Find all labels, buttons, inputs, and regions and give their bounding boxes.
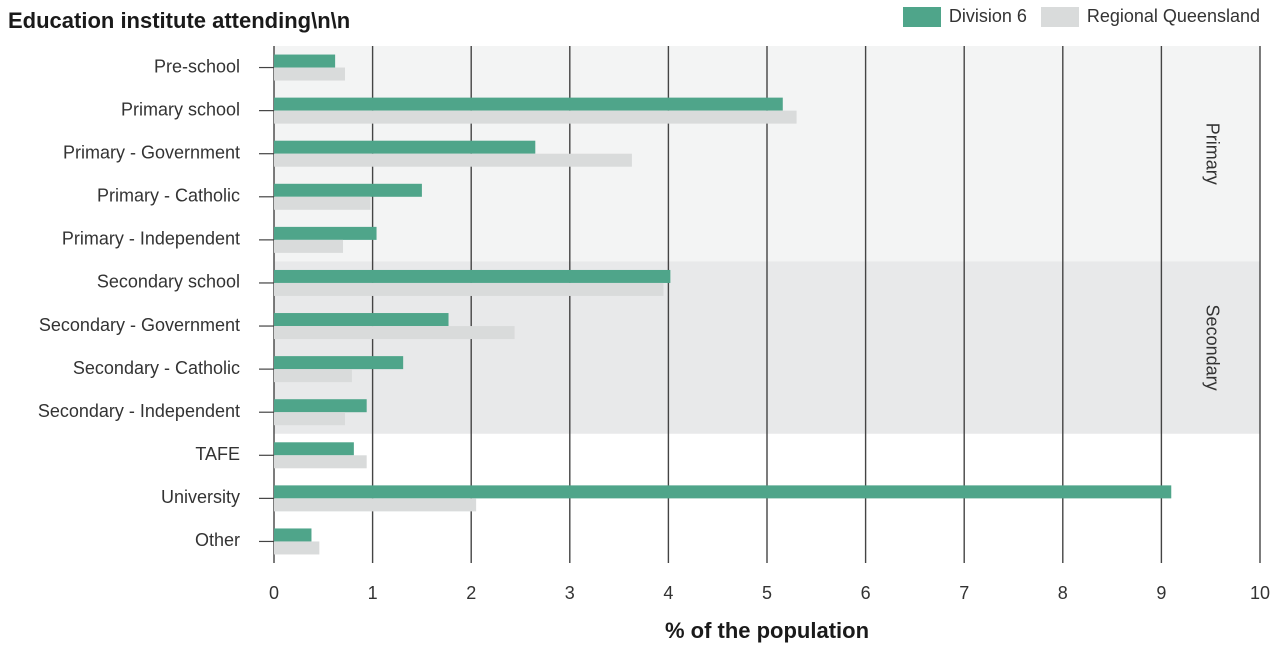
- category-label-primary-government: Primary - Government: [63, 142, 240, 162]
- bar-division-6-secondary-independent: [274, 399, 367, 413]
- chart-title: Education institute attending\n\n: [8, 8, 351, 33]
- x-tick-label-6: 6: [861, 583, 871, 603]
- bar-regional-queensland-other: [274, 541, 320, 555]
- legend-label-division-6: Division 6: [948, 6, 1027, 26]
- bar-division-6-secondary-catholic: [274, 356, 404, 370]
- x-tick-label-0: 0: [269, 583, 279, 603]
- x-axis-label: % of the population: [664, 618, 870, 643]
- category-label-primary-independent: Primary - Independent: [62, 229, 240, 249]
- bar-regional-queensland-pre-school: [274, 67, 345, 81]
- x-tick-label-9: 9: [1156, 583, 1166, 603]
- category-label-primary-school: Primary school: [121, 99, 240, 119]
- bar-division-6-pre-school: [274, 54, 336, 68]
- bar-regional-queensland-tafe: [274, 455, 367, 469]
- legend-label-regional-queensland: Regional Queensland: [1086, 6, 1260, 26]
- bar-regional-queensland-primary-school: [274, 110, 797, 124]
- bar-regional-queensland-university: [274, 498, 477, 512]
- legend-swatch-division-6: [902, 6, 941, 27]
- x-tick-label-2: 2: [466, 583, 476, 603]
- category-label-secondary-catholic: Secondary - Catholic: [73, 358, 240, 378]
- bar-regional-queensland-secondary-independent: [274, 412, 345, 426]
- bar-division-6-primary-government: [274, 140, 536, 154]
- bar-division-6-secondary-school: [274, 269, 671, 283]
- bar-regional-queensland-secondary-government: [274, 326, 515, 340]
- bar-regional-queensland-secondary-school: [274, 282, 664, 296]
- category-label-secondary-independent: Secondary - Independent: [38, 401, 240, 421]
- bar-regional-queensland-primary-government: [274, 153, 632, 167]
- bar-division-6-primary-independent: [274, 226, 377, 240]
- legend: Division 6 Regional Queensland: [902, 6, 1260, 27]
- x-tick-label-10: 10: [1250, 583, 1270, 603]
- bar-division-6-secondary-government: [274, 313, 449, 327]
- category-label-other: Other: [195, 530, 240, 550]
- bar-regional-queensland-secondary-catholic: [274, 369, 352, 383]
- legend-item-division-6: Division 6: [902, 6, 1027, 27]
- x-tick-label-4: 4: [663, 583, 673, 603]
- legend-swatch-regional-queensland: [1040, 6, 1079, 27]
- legend-item-regional-queensland: Regional Queensland: [1040, 6, 1260, 27]
- x-tick-label-5: 5: [762, 583, 772, 603]
- bar-division-6-other: [274, 528, 312, 542]
- bar-division-6-primary-catholic: [274, 183, 422, 197]
- category-label-university: University: [161, 487, 240, 507]
- category-label-secondary-government: Secondary - Government: [39, 315, 240, 335]
- x-tick-label-1: 1: [368, 583, 378, 603]
- bar-regional-queensland-primary-catholic: [274, 196, 371, 210]
- category-label-secondary-school: Secondary school: [97, 272, 240, 292]
- x-tick-label-7: 7: [959, 583, 969, 603]
- category-label-pre-school: Pre-school: [154, 56, 240, 76]
- bar-regional-queensland-primary-independent: [274, 239, 344, 253]
- band-label-secondary: Secondary: [1202, 305, 1222, 391]
- x-tick-label-3: 3: [565, 583, 575, 603]
- bar-division-6-tafe: [274, 442, 354, 456]
- category-label-tafe: TAFE: [195, 444, 240, 464]
- category-label-primary-catholic: Primary - Catholic: [97, 186, 240, 206]
- x-tick-label-8: 8: [1058, 583, 1068, 603]
- bar-division-6-university: [274, 485, 1172, 499]
- bar-division-6-primary-school: [274, 97, 783, 111]
- band-label-primary: Primary: [1202, 123, 1222, 185]
